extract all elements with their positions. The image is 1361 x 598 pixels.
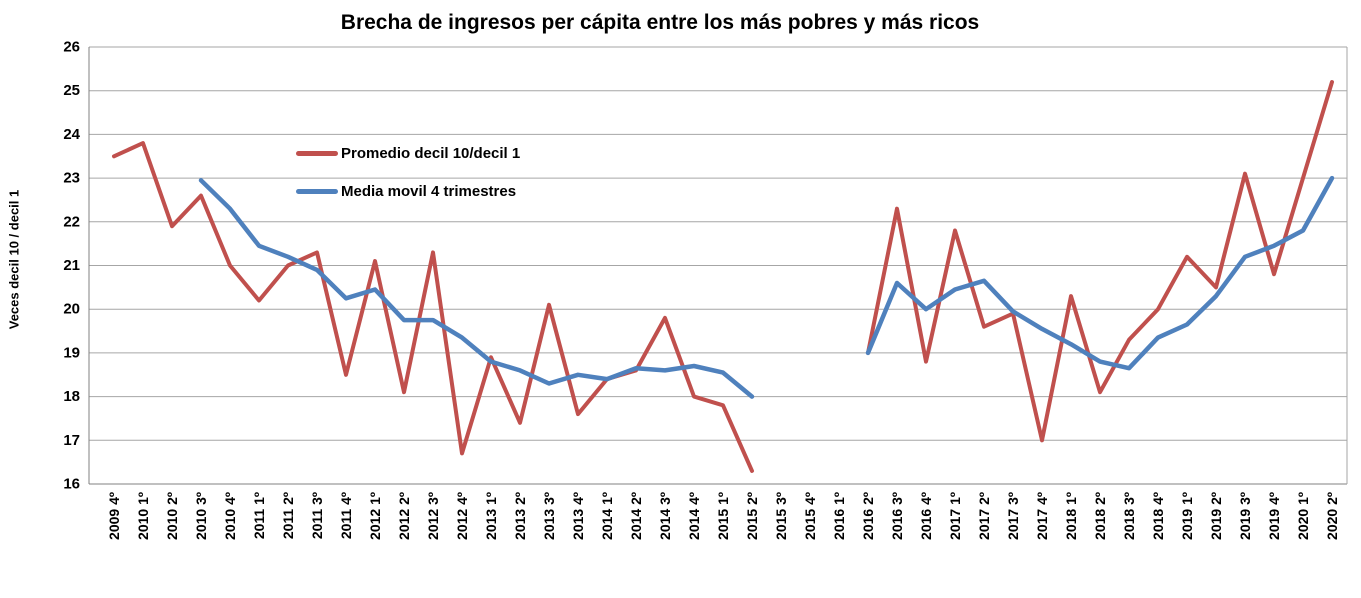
x-tick-label: 2019 4º — [1266, 492, 1282, 540]
y-tick-label: 26 — [63, 39, 80, 56]
x-tick-label: 2012 2º — [396, 492, 412, 540]
x-tick-label: 2011 1º — [251, 492, 267, 539]
y-tick-label: 16 — [63, 476, 80, 493]
x-tick-label: 2013 4º — [570, 492, 586, 540]
x-tick-label: 2020 2º — [1324, 492, 1340, 540]
legend-item-media-movil: Media movil 4 trimestres — [296, 179, 520, 204]
y-tick-label: 18 — [63, 388, 80, 405]
x-tick-label: 2011 4º — [338, 492, 354, 539]
y-tick-label: 22 — [63, 213, 80, 230]
x-tick-label: 2016 4º — [918, 492, 934, 540]
x-tick-label: 2016 1º — [831, 492, 847, 540]
x-tick-label: 2013 1º — [483, 492, 499, 540]
legend-label-media-movil: Media movil 4 trimestres — [341, 183, 517, 200]
y-tick-label: 21 — [63, 257, 80, 274]
x-tick-label: 2018 4º — [1150, 492, 1166, 540]
x-tick-label: 2010 1º — [135, 492, 151, 540]
x-tick-label: 2017 1º — [947, 492, 963, 540]
chart-title: Brecha de ingresos per cápita entre los … — [340, 11, 980, 34]
x-tick-label: 2019 2º — [1208, 492, 1224, 540]
x-tick-label: 2020 1º — [1295, 492, 1311, 540]
y-tick-label: 24 — [63, 126, 80, 143]
x-tick-label: 2015 2º — [744, 492, 760, 540]
x-tick-label: 2015 4º — [802, 492, 818, 540]
x-tick-label: 2015 3º — [773, 492, 789, 540]
y-tick-label: 19 — [63, 344, 80, 361]
x-tick-label: 2018 2º — [1092, 492, 1108, 540]
x-tick-label: 2018 1º — [1063, 492, 1079, 540]
y-tick-label: 23 — [63, 170, 80, 187]
x-tick-label: 2016 2º — [860, 492, 876, 540]
x-tick-label: 2016 3º — [889, 492, 905, 540]
y-tick-label: 25 — [63, 82, 80, 99]
x-tick-label: 2010 4º — [222, 492, 238, 540]
x-tick-label: 2017 2º — [976, 492, 992, 540]
series-line-promedio — [112, 80, 1334, 473]
x-tick-label: 2013 3º — [541, 492, 557, 540]
x-tick-label: 2010 3º — [193, 492, 209, 540]
x-tick-label: 2013 2º — [512, 492, 528, 540]
x-tick-label: 2009 4º — [106, 492, 122, 540]
legend-swatch-red-line — [296, 151, 338, 156]
x-tick-label: 2011 2º — [280, 492, 296, 539]
x-tick-label: 2017 3º — [1005, 492, 1021, 540]
x-tick-label: 2018 3º — [1121, 492, 1137, 540]
legend: Promedio decil 10/decil 1 Media movil 4 … — [296, 141, 520, 204]
x-tick-label: 2014 4º — [686, 492, 702, 540]
x-tick-label: 2011 3º — [309, 492, 325, 539]
x-tick-label: 2014 1º — [599, 492, 615, 540]
x-tick-label: 2012 3º — [425, 492, 441, 540]
x-tick-label: 2014 3º — [657, 492, 673, 540]
legend-swatch-blue-line — [296, 189, 338, 194]
x-tick-label: 2012 1º — [367, 492, 383, 540]
legend-label-promedio: Promedio decil 10/decil 1 — [341, 145, 521, 162]
legend-item-promedio: Promedio decil 10/decil 1 — [296, 141, 520, 166]
x-tick-label: 2015 1º — [715, 492, 731, 540]
x-tick-label: 2019 3º — [1237, 492, 1253, 540]
x-tick-label: 2010 2º — [164, 492, 180, 540]
series-line-media-movil — [198, 175, 1335, 399]
x-tick-label: 2012 4º — [454, 492, 470, 540]
y-tick-label: 20 — [63, 301, 80, 318]
y-tick-label: 17 — [63, 432, 80, 449]
x-tick-label: 2017 4º — [1034, 492, 1050, 540]
x-tick-label: 2014 2º — [628, 492, 644, 540]
x-tick-label: 2019 1º — [1179, 492, 1195, 540]
